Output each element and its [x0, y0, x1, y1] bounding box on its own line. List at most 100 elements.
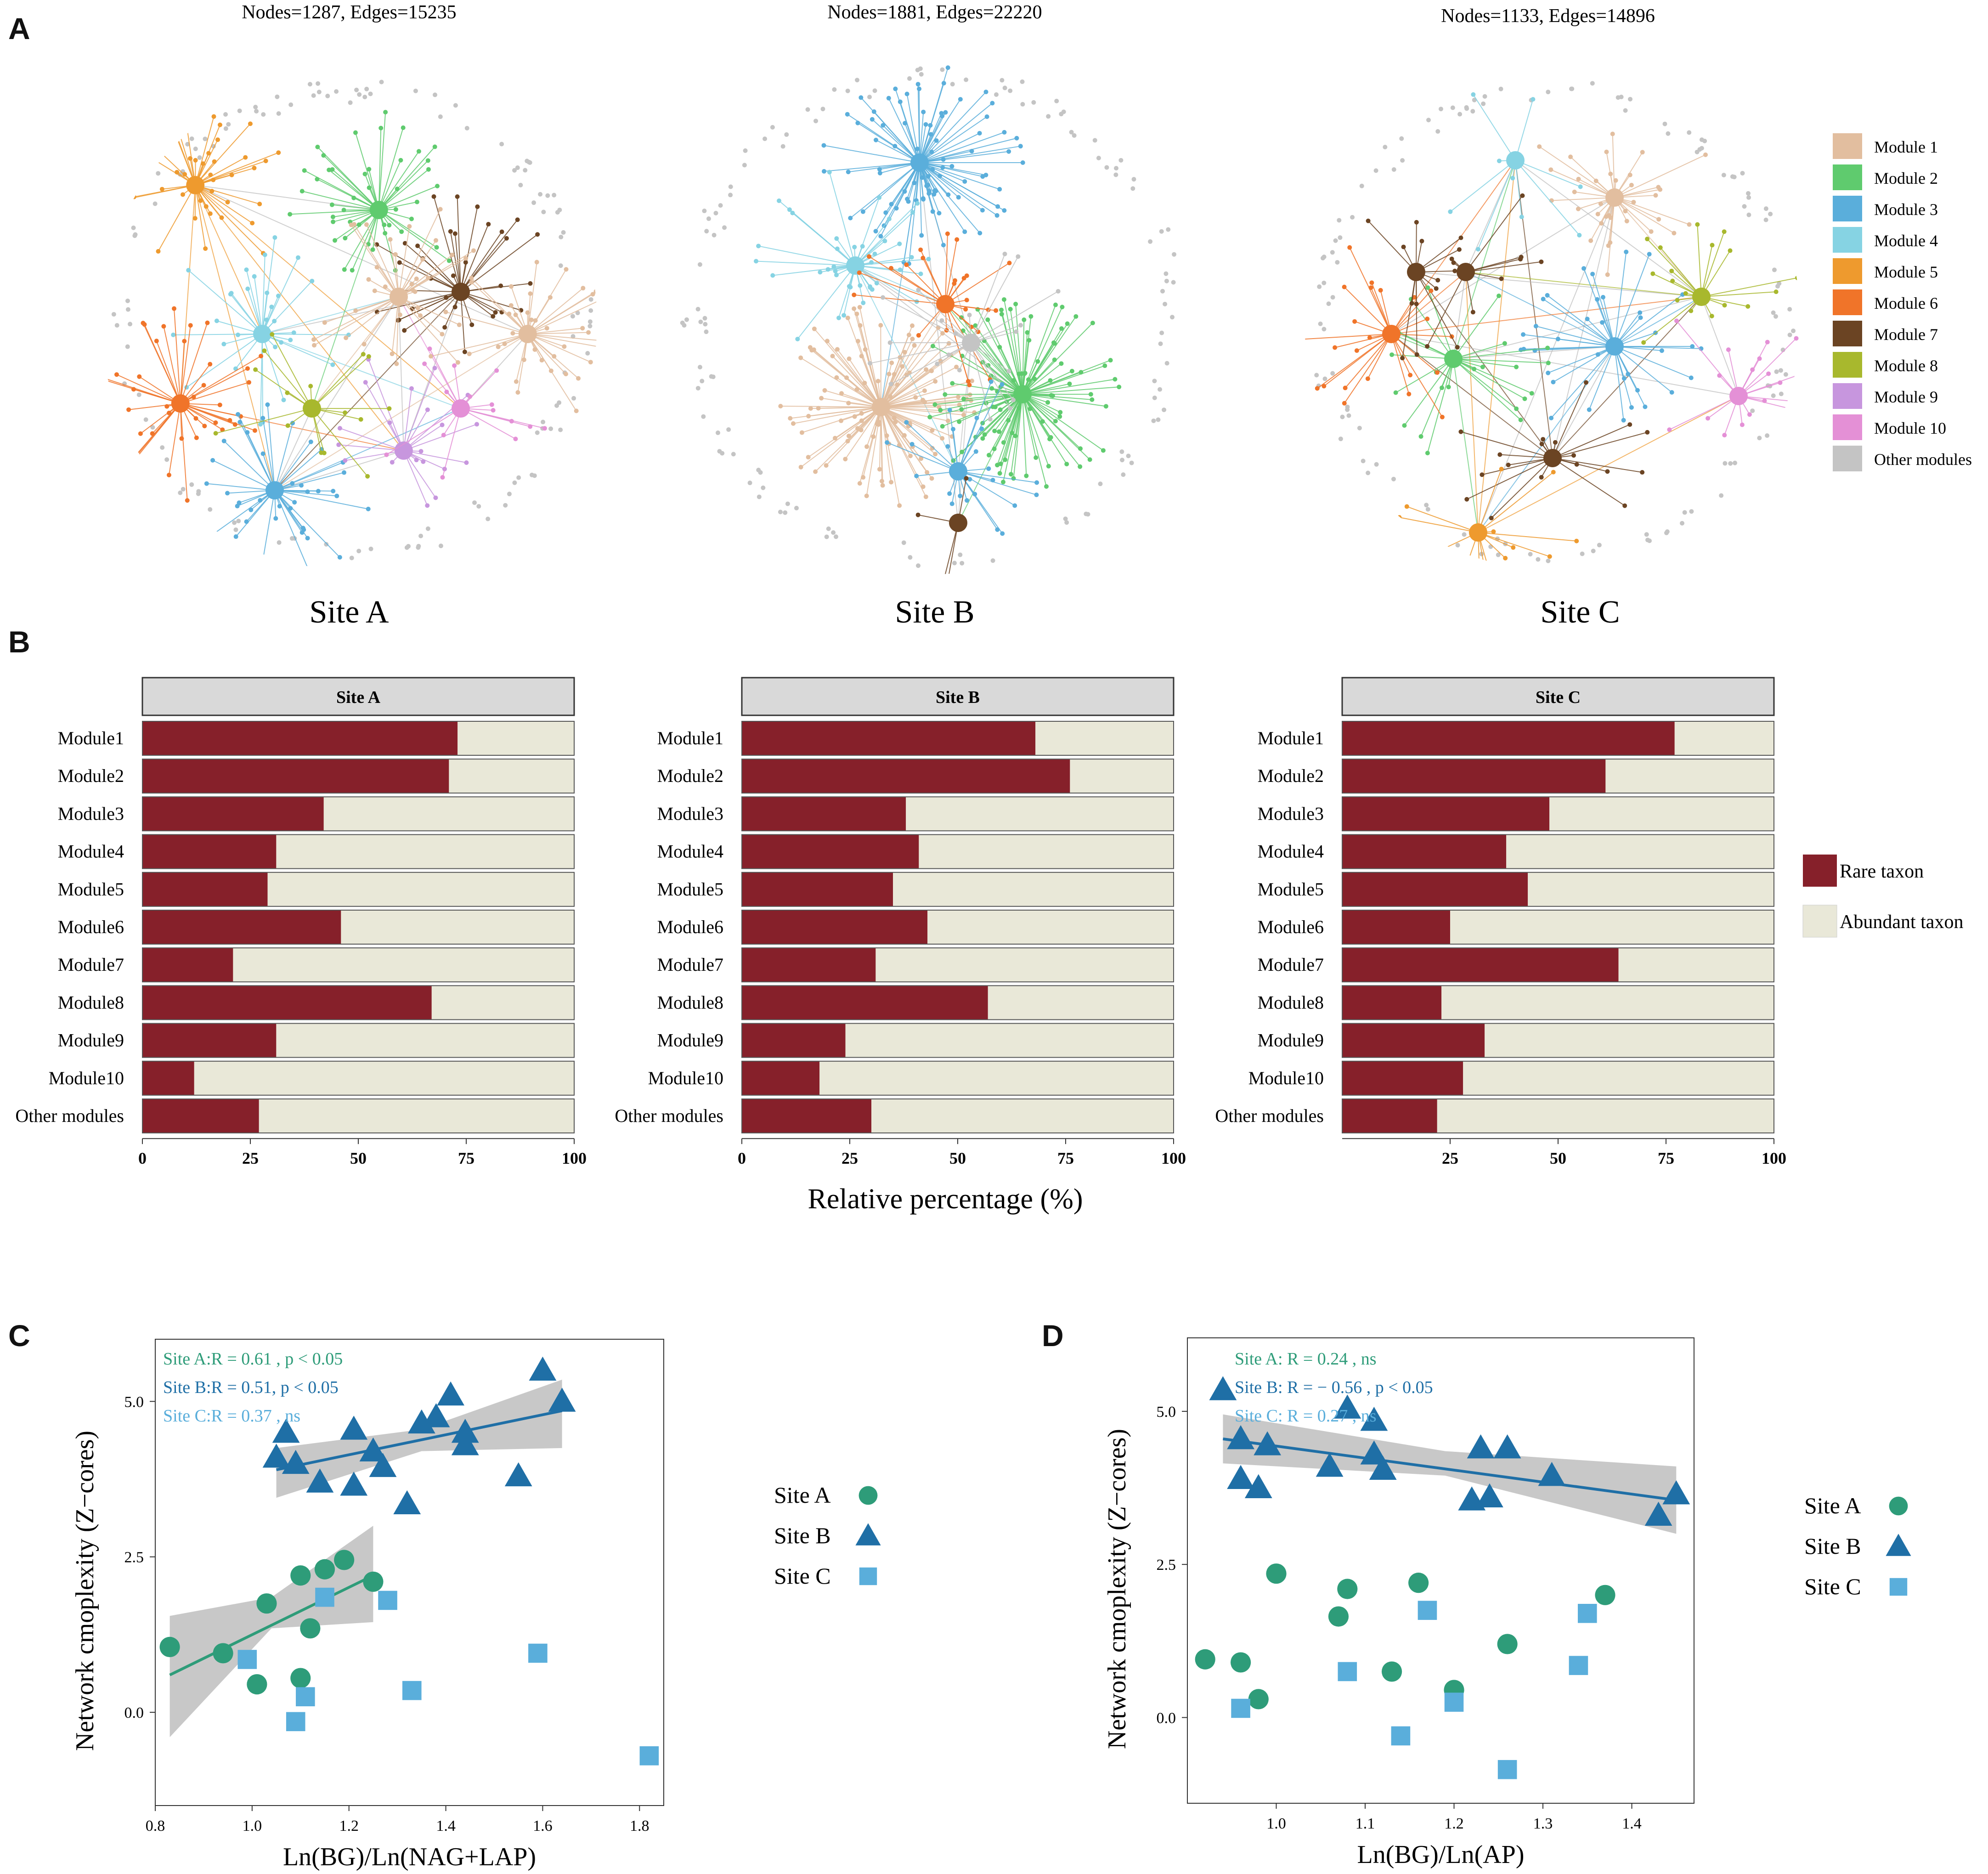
network-node	[212, 159, 217, 164]
network-node	[949, 501, 954, 506]
network-edge	[855, 203, 918, 266]
network-node	[998, 461, 1003, 466]
bar-outline	[741, 872, 1174, 907]
network-edge	[1022, 379, 1115, 395]
network-node	[916, 333, 921, 338]
network-edge	[1022, 394, 1080, 467]
network-node	[285, 423, 290, 428]
network-node	[1773, 289, 1779, 294]
network-node	[1623, 108, 1628, 113]
network-hub	[1457, 263, 1475, 281]
network-node	[937, 210, 942, 215]
network-node	[175, 170, 180, 175]
network-edge	[311, 408, 368, 477]
network-edge	[881, 407, 911, 456]
network-node	[897, 241, 902, 246]
network-node	[366, 277, 371, 282]
network-edge	[1588, 346, 1615, 410]
legend-label: Site A	[774, 1482, 831, 1508]
network-node	[227, 418, 232, 423]
data-point	[247, 1674, 267, 1695]
network-node	[940, 331, 945, 336]
data-point	[1595, 1585, 1615, 1605]
network-edge	[850, 162, 920, 219]
network-node	[396, 317, 401, 323]
network-edge	[1334, 334, 1392, 348]
network-node	[1606, 243, 1611, 248]
network-edge	[391, 296, 399, 354]
data-point	[1328, 1606, 1349, 1627]
network-node	[1499, 276, 1504, 281]
network-node	[1053, 419, 1058, 424]
category-label: Module5	[58, 879, 124, 900]
network-edge	[527, 291, 597, 334]
network-node	[820, 107, 825, 112]
network-node	[1470, 109, 1475, 114]
network-node	[917, 86, 922, 91]
network-node	[904, 262, 909, 267]
network-node	[873, 229, 878, 234]
network-node	[1063, 516, 1068, 521]
network-node	[499, 142, 504, 147]
network-node	[1163, 271, 1169, 276]
network-edge	[872, 119, 920, 163]
network-node	[1404, 504, 1409, 509]
bar-rare	[1342, 797, 1550, 831]
network-edge	[1391, 334, 1410, 394]
legend-swatch	[1833, 446, 1862, 471]
data-point	[359, 1437, 387, 1462]
network-node	[994, 213, 1000, 218]
network-node	[245, 366, 250, 371]
network-node	[857, 481, 862, 486]
network-edge	[1550, 169, 1615, 198]
legend-swatch	[1833, 289, 1862, 315]
network-node	[704, 329, 709, 334]
network-hub	[452, 399, 470, 418]
data-point	[1209, 1376, 1237, 1400]
network-edge	[1570, 156, 1615, 198]
network-edge	[825, 407, 881, 466]
bar-rare	[742, 797, 906, 831]
network-edge	[859, 272, 946, 305]
bar-abundant	[233, 948, 574, 982]
network-hub	[1407, 263, 1425, 281]
network-edge	[1391, 334, 1452, 337]
network-node	[361, 342, 367, 347]
bar-outline	[142, 1023, 575, 1058]
legend-label: Other modules	[1874, 450, 1972, 469]
network-node	[1014, 329, 1019, 334]
network-node	[929, 476, 934, 481]
network-node	[1429, 288, 1434, 293]
network-edge	[255, 369, 312, 409]
network-node	[1643, 404, 1648, 409]
network-node	[1053, 302, 1058, 307]
network-node	[1048, 378, 1053, 383]
network-node	[208, 211, 213, 216]
data-point	[1360, 1440, 1388, 1465]
network-node	[156, 249, 161, 254]
network-node	[507, 492, 512, 497]
network-node	[910, 336, 915, 341]
network-node	[1026, 377, 1031, 382]
network-node	[185, 498, 190, 503]
network-node	[1412, 295, 1417, 300]
network-node	[824, 534, 829, 539]
network-node	[1321, 255, 1326, 260]
network-node	[533, 318, 538, 323]
network-node	[187, 156, 192, 161]
network-panel: Nodes=1287, Edges=15235 Site A Nodes=188…	[101, 2, 1972, 630]
network-node	[211, 114, 216, 119]
network-edge	[1614, 197, 1689, 225]
network-edge	[971, 256, 1019, 343]
network-node	[1078, 464, 1083, 469]
network-node	[291, 330, 296, 335]
network-edge	[417, 245, 461, 292]
network-node	[1158, 387, 1163, 392]
network-node	[1397, 515, 1402, 520]
network-edge	[1466, 458, 1553, 500]
network-node	[434, 245, 439, 250]
network-node	[469, 276, 474, 281]
network-node	[862, 380, 867, 385]
network-node	[1020, 160, 1025, 165]
data-point	[1369, 1455, 1397, 1480]
